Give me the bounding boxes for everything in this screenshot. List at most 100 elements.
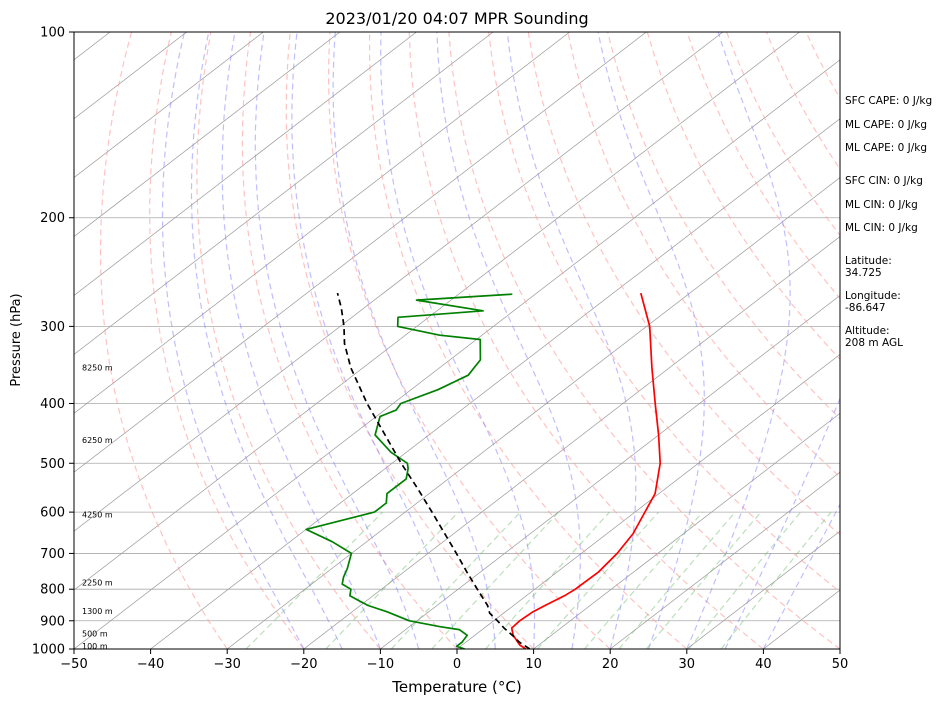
isotherm-line <box>609 471 840 649</box>
isotherm-line <box>686 530 840 649</box>
moist-adiabat <box>597 32 705 649</box>
height-label: 1300 m <box>82 607 113 616</box>
height-label: 8250 m <box>82 364 113 373</box>
mixing-ratio-line <box>688 511 802 649</box>
temperature-line <box>510 292 662 649</box>
mixing-ratio-line <box>537 511 659 649</box>
longitude-value: -86.647 <box>845 302 886 314</box>
dry-adiabat <box>196 32 381 649</box>
ml-cape-label: ML CAPE: 0 J/kg <box>845 119 927 131</box>
dry-adiabat <box>408 32 764 649</box>
background-lines <box>74 32 840 649</box>
height-label: 2250 m <box>82 578 113 587</box>
mixing-ratio-line <box>325 511 459 649</box>
dry-adiabat <box>241 32 458 649</box>
dewpoint-line <box>305 293 513 649</box>
isotherm-line <box>456 353 840 649</box>
moist-adiabat <box>380 32 536 649</box>
isotherm-line <box>380 295 840 649</box>
isotherm-line <box>74 32 417 296</box>
isotherm-line <box>533 412 840 649</box>
y-tick-label: 1000 <box>32 643 65 658</box>
mixing-ratio-line <box>618 511 736 649</box>
mixing-ratio-line <box>584 511 704 649</box>
isotherm-line <box>74 32 647 473</box>
chart-title: 2023/01/20 04:07 MPR Sounding <box>325 9 588 28</box>
height-label: 4250 m <box>82 510 113 519</box>
moist-adiabat <box>506 32 637 649</box>
height-label: 6250 m <box>82 436 113 445</box>
y-tick-label: 500 <box>40 457 65 472</box>
y-tick-label: 800 <box>40 583 65 598</box>
mixing-ratio-line <box>390 511 521 649</box>
isotherm-line <box>74 32 264 179</box>
x-tick-label: −40 <box>137 657 164 672</box>
y-tick-label: 300 <box>40 320 65 335</box>
moist-adiabat <box>436 32 581 649</box>
isotherm-line <box>150 118 840 649</box>
isotherm-line <box>74 32 570 414</box>
x-tick-label: 20 <box>602 657 619 672</box>
moist-adiabat <box>190 32 343 649</box>
isotherm-line <box>74 32 341 237</box>
longitude-label: Longitude: <box>845 290 901 302</box>
isotherm-line <box>74 32 724 532</box>
x-tick-label: 10 <box>525 657 542 672</box>
x-axis-title: Temperature (°C) <box>391 678 521 696</box>
y-tick-label: 900 <box>40 614 65 629</box>
latitude-value: 34.725 <box>845 267 882 279</box>
sfc-cin-label: SFC CIN: 0 J/kg <box>845 175 923 187</box>
ml-cin-label-2: ML CIN: 0 J/kg <box>845 222 918 234</box>
isotherm-line <box>303 236 840 649</box>
mixing-ratio-line <box>720 511 832 649</box>
latitude-label: Latitude: <box>845 255 892 267</box>
dry-adiabat <box>327 32 611 649</box>
mixing-ratio-line <box>245 511 384 649</box>
isotherm-line <box>226 177 840 649</box>
dry-adiabat <box>448 32 840 649</box>
sounding-profiles <box>305 292 662 649</box>
y-tick-label: 400 <box>40 397 65 412</box>
y-axis-title: Pressure (hPa) <box>9 293 24 386</box>
mixing-ratio-line <box>485 511 610 649</box>
height-label: 100 m <box>82 642 108 651</box>
isotherm-line <box>74 32 494 355</box>
x-tick-label: 30 <box>679 657 696 672</box>
dry-adiabat <box>99 32 228 649</box>
x-axis: −50 −40 −30 −20 −10 0 10 20 30 40 50 <box>60 649 848 672</box>
moist-adiabat <box>291 32 458 649</box>
x-tick-label: −50 <box>60 657 87 672</box>
isotherm-line <box>74 32 800 591</box>
x-tick-label: −20 <box>290 657 317 672</box>
dry-adiabat <box>527 32 840 536</box>
parcel-path-line <box>336 292 531 649</box>
moist-adiabat <box>332 32 496 649</box>
dry-adiabat <box>488 32 840 593</box>
isotherm-line <box>74 59 840 649</box>
altitude-value: 208 m AGL <box>845 337 903 349</box>
y-tick-label: 200 <box>40 211 65 226</box>
y-axis: 100 200 300 400 500 600 700 800 900 1000 <box>32 26 74 658</box>
x-tick-label: 40 <box>755 657 772 672</box>
y-tick-label: 600 <box>40 506 65 521</box>
mixing-ratio-line <box>431 511 560 649</box>
mixing-ratio-line <box>645 511 762 649</box>
moist-adiabat <box>221 32 381 649</box>
moist-adiabat <box>161 32 305 649</box>
x-tick-label: −10 <box>367 657 394 672</box>
dry-adiabat <box>369 32 688 649</box>
y-tick-label: 100 <box>40 26 65 41</box>
x-tick-label: 50 <box>832 657 849 672</box>
moist-adiabat <box>254 32 420 649</box>
y-tick-label: 700 <box>40 547 65 562</box>
height-labels: 100 m 500 m 1300 m 2250 m 4250 m 6250 m 8250 m <box>82 364 113 651</box>
ml-cape-label-2: ML CAPE: 0 J/kg <box>845 142 927 154</box>
moist-adiabat <box>686 32 791 649</box>
height-label: 500 m <box>82 629 108 638</box>
indices-panel: SFC CAPE: 0 J/kg ML CAPE: 0 J/kg ML CAPE… <box>845 95 932 349</box>
dry-adiabat <box>567 32 840 478</box>
ml-cin-label: ML CIN: 0 J/kg <box>845 199 918 211</box>
x-tick-label: −30 <box>213 657 240 672</box>
